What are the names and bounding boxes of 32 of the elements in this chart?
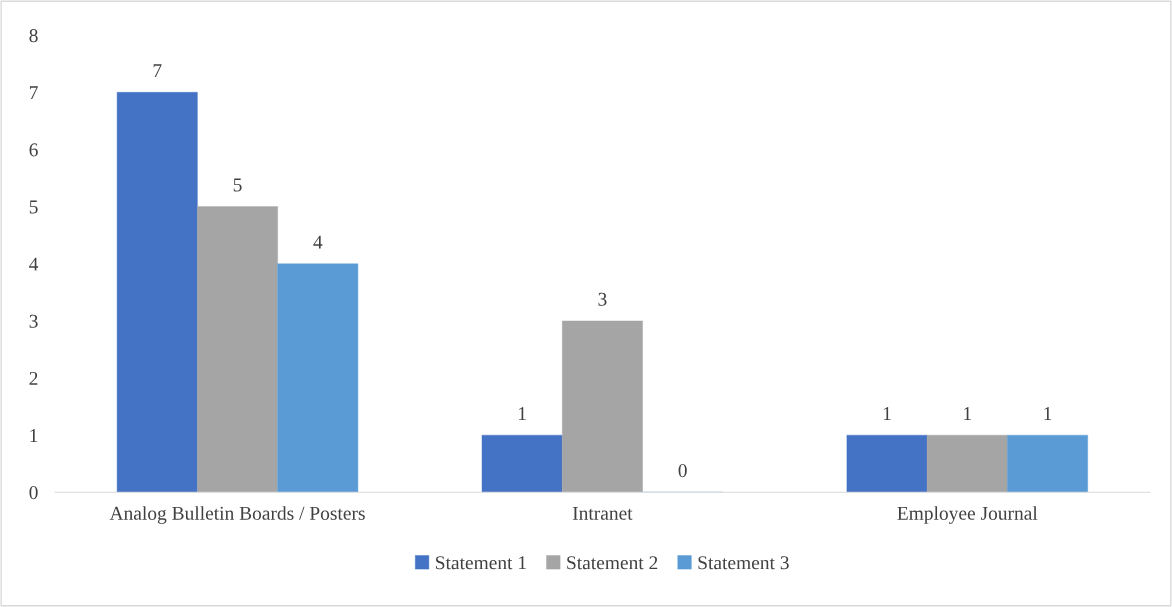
x-tick-label: Analog Bulletin Boards / Posters <box>109 506 365 524</box>
bar <box>846 434 928 493</box>
bar <box>562 320 643 493</box>
data-label: 1 <box>1044 407 1052 420</box>
y-tick-label: 7 <box>29 86 38 100</box>
y-tick-label: 5 <box>29 200 38 214</box>
legend-label: Statement 2 <box>567 556 658 570</box>
bar <box>197 206 278 493</box>
legend-label: Statement 1 <box>436 556 526 570</box>
x-tick-label: Intranet <box>572 506 633 520</box>
y-tick-label: 0 <box>29 486 38 500</box>
y-tick-label: 4 <box>29 257 39 271</box>
bar <box>1007 434 1088 493</box>
x-tick-label: Employee Journal <box>897 506 1038 524</box>
bar <box>277 263 359 493</box>
y-tick-label: 2 <box>29 371 38 385</box>
y-tick-label: 1 <box>30 429 38 442</box>
data-label: 1 <box>964 407 971 420</box>
y-tick-label: 3 <box>29 314 38 328</box>
data-label: 7 <box>153 64 162 78</box>
bar <box>116 92 198 493</box>
legend-label: Statement 3 <box>698 556 789 570</box>
data-label: 5 <box>233 178 242 192</box>
data-label: 0 <box>678 464 687 478</box>
bar <box>481 434 563 493</box>
y-tick-label: 8 <box>29 29 38 43</box>
data-label: 3 <box>598 292 607 306</box>
data-label: 4 <box>313 235 323 249</box>
data-label: 1 <box>883 407 891 420</box>
data-label: 1 <box>518 407 526 420</box>
y-tick-label: 6 <box>29 143 38 157</box>
bar <box>926 434 1008 493</box>
